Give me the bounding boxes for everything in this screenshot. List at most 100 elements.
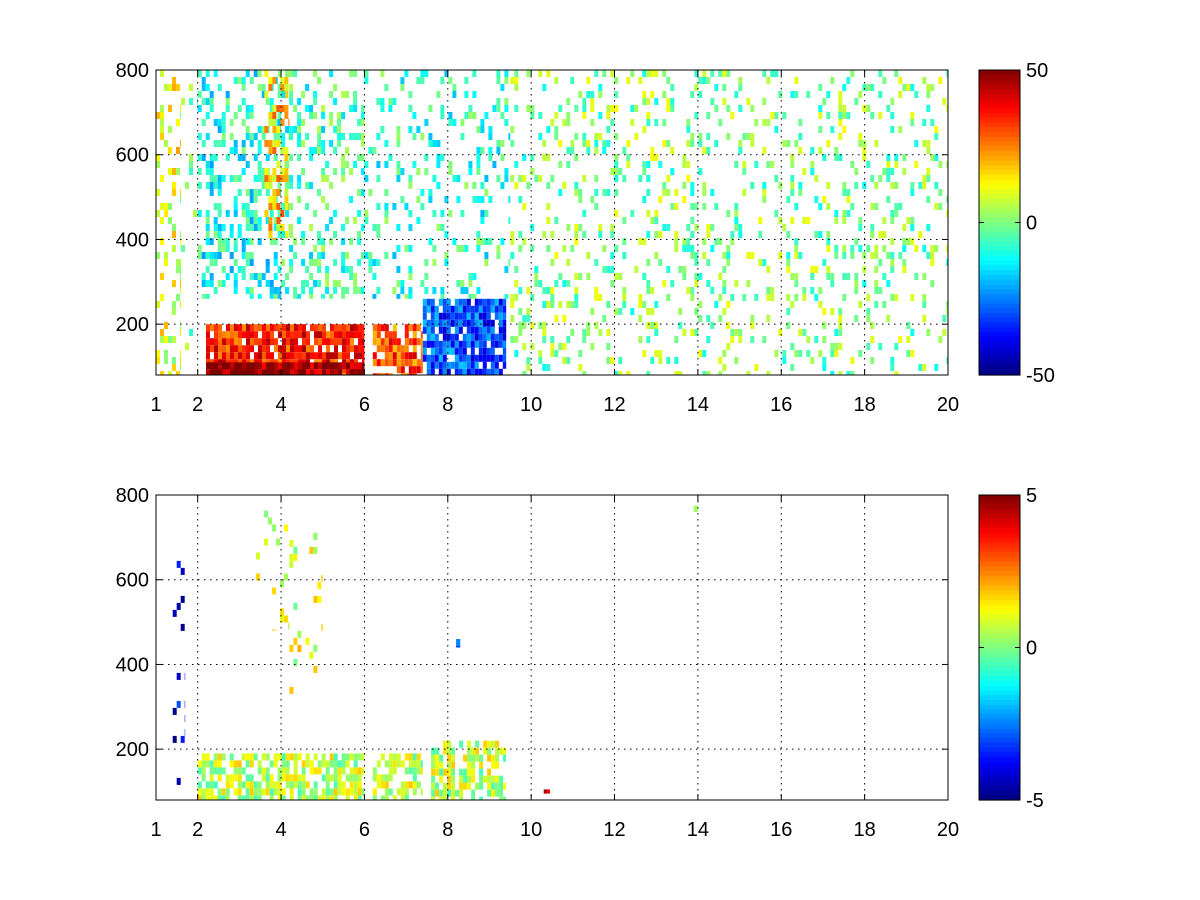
colorbar-segment [979, 84, 1020, 90]
heatmap-cell [451, 761, 456, 769]
heatmap-cell [778, 329, 783, 336]
heatmap-cell [546, 364, 551, 371]
heatmap-cell [486, 298, 491, 306]
heatmap-cell [400, 366, 405, 374]
heatmap-cell [492, 161, 497, 168]
heatmap-cell [435, 782, 440, 790]
heatmap-cell [294, 352, 298, 360]
heatmap-cell [566, 98, 571, 105]
heatmap-cell [686, 140, 691, 147]
heatmap-cell [874, 266, 879, 273]
heatmap-cell [264, 126, 269, 133]
heatmap-cell [790, 182, 795, 189]
heatmap-cell [582, 231, 587, 238]
heatmap-cell [288, 203, 290, 210]
heatmap-cell [710, 98, 715, 105]
heatmap-cell [257, 147, 262, 154]
heatmap-cell [447, 775, 452, 783]
heatmap-cell [830, 308, 835, 315]
heatmap-cell [272, 105, 277, 112]
colorbar-segment [979, 246, 1020, 252]
heatmap-cell [213, 231, 218, 238]
heatmap-cell [510, 126, 515, 133]
heatmap-cell [470, 305, 475, 313]
heatmap-cell [854, 273, 859, 280]
heatmap-cell [354, 345, 358, 353]
heatmap-cell [738, 77, 743, 84]
heatmap-cell [372, 259, 377, 266]
heatmap-cell [646, 161, 651, 168]
heatmap-cell [770, 294, 775, 301]
heatmap-cell [269, 788, 274, 796]
heatmap-cell [272, 119, 277, 126]
heatmap-cell [217, 224, 222, 231]
colorbar-segment [979, 212, 1020, 219]
heatmap-cell [938, 203, 943, 210]
heatmap-cell [337, 767, 342, 775]
heatmap-cell [213, 182, 218, 189]
heatmap-cell [380, 324, 385, 332]
heatmap-cell [221, 140, 226, 147]
heatmap-cell [176, 371, 180, 375]
heatmap-cell [288, 133, 290, 140]
heatmap-cell [249, 105, 254, 112]
heatmap-cell [706, 147, 711, 154]
heatmap-cell [281, 231, 286, 238]
colorbar-segment [979, 170, 1020, 176]
heatmap-cell [254, 331, 258, 339]
heatmap-cell [434, 347, 439, 355]
heatmap-cell [818, 126, 823, 133]
heatmap-cell [412, 373, 417, 375]
colorbar-segment [979, 509, 1020, 515]
heatmap-cell [353, 133, 358, 140]
heatmap-cell [459, 740, 464, 748]
heatmap-cell [306, 369, 310, 375]
heatmap-cell [766, 294, 771, 301]
heatmap-cell [778, 252, 783, 259]
heatmap-cell [280, 615, 284, 623]
heatmap-cell [690, 252, 695, 259]
heatmap-cell [858, 140, 863, 147]
heatmap-cell [504, 175, 509, 182]
x-tick-label: 18 [854, 819, 876, 841]
heatmap-cell [313, 546, 318, 554]
heatmap-cell [538, 70, 543, 77]
heatmap-cell [284, 615, 288, 623]
heatmap-cell [280, 168, 285, 175]
heatmap-cell [510, 77, 515, 84]
heatmap-cell [264, 510, 268, 518]
heatmap-cell [206, 345, 210, 353]
heatmap-cell [268, 224, 273, 231]
heatmap-cell [510, 301, 515, 308]
heatmap-cell [495, 740, 500, 748]
heatmap-cell [289, 182, 294, 189]
heatmap-cell [446, 347, 451, 355]
heatmap-cell [462, 340, 467, 348]
heatmap-cell [426, 340, 431, 348]
heatmap-cell [530, 224, 535, 231]
heatmap-cell [408, 175, 413, 182]
heatmap-cell [250, 345, 254, 353]
heatmap-cell [249, 287, 254, 294]
heatmap-cell [534, 266, 539, 273]
heatmap-cell [302, 324, 306, 332]
heatmap-cell [942, 315, 947, 322]
heatmap-cell [302, 362, 306, 370]
heatmap-cell [345, 91, 350, 98]
heatmap-cell [408, 753, 413, 761]
heatmap-cell [266, 324, 270, 332]
heatmap-cell [722, 364, 727, 371]
heatmap-cell [766, 161, 771, 168]
heatmap-cell [590, 91, 595, 98]
heatmap-cell [426, 354, 431, 362]
heatmap-cell [160, 371, 164, 375]
heatmap-cell [317, 231, 322, 238]
heatmap-cell [337, 781, 342, 789]
heatmap-cell [305, 280, 310, 287]
heatmap-cell [910, 329, 915, 336]
heatmap-cell [938, 336, 943, 343]
heatmap-cell [222, 338, 226, 346]
heatmap-cell [642, 98, 647, 105]
heatmap-cell [254, 362, 258, 370]
heatmap-cell [384, 760, 389, 768]
